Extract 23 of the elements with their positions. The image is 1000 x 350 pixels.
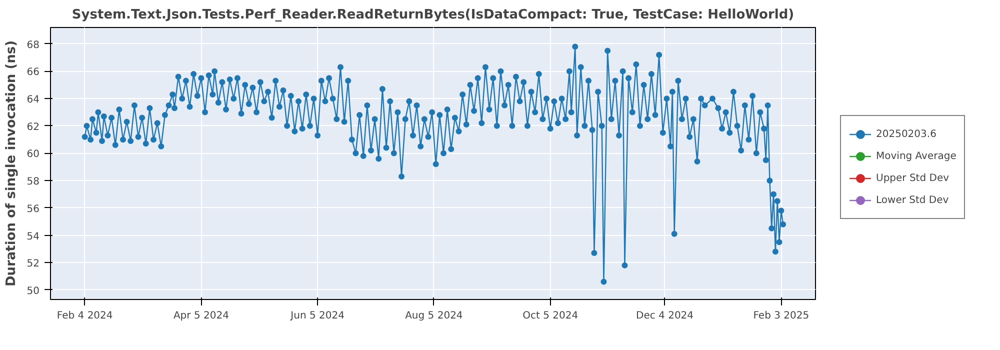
y-tick-label: 66 [26,67,40,78]
y-tick-label: 68 [26,40,40,51]
y-tick-label: 58 [26,176,40,188]
legend-label: Upper Std Dev [876,172,950,184]
y-axis-title: Duration of single invocation (ns) [4,40,19,287]
y-tick-label: 62 [26,122,40,133]
x-tick-label: Dec 4 2024 [636,310,694,322]
x-tick-label: Aug 5 2024 [405,310,463,322]
y-tick-label: 64 [26,94,40,106]
x-tick-label: Jun 5 2024 [290,310,344,322]
x-tick-label: Feb 3 2025 [753,310,810,322]
legend-label: Lower Std Dev [876,194,949,206]
x-tick-label: Apr 5 2024 [173,310,229,322]
legend-label: 20250203.6 [876,128,936,140]
y-tick-label: 56 [26,204,40,215]
y-tick-label: 60 [26,149,40,160]
x-tick-label: Feb 4 2024 [56,310,113,322]
y-tick-label: 52 [26,258,40,270]
chart-title: System.Text.Json.Tests.Perf_Reader.ReadReturnBytes(IsDataCompact: True, TestCase: HelloWorld) [72,8,794,22]
legend-label: Moving Average [876,150,956,162]
y-tick-label: 54 [26,231,40,242]
x-tick-label: Oct 5 2024 [522,310,578,322]
y-tick-label: 50 [26,286,40,297]
